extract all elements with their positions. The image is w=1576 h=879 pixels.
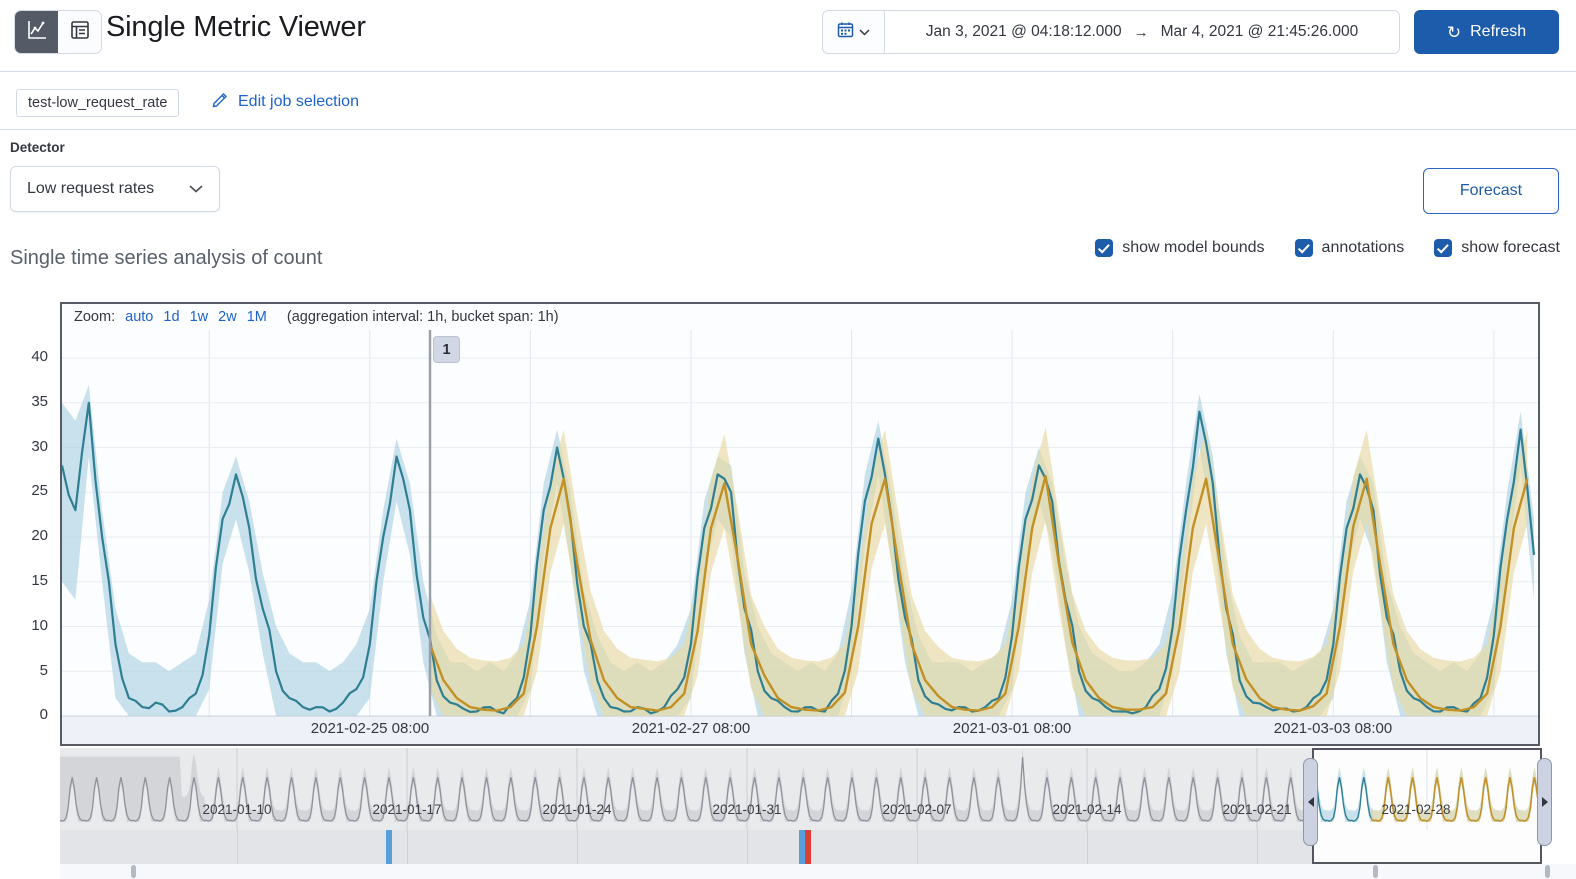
date-range-field: Jan 3, 2021 @ 04:18:12.000 → Mar 4, 2021… xyxy=(884,10,1400,54)
zoom-link-1d[interactable]: 1d xyxy=(163,309,180,325)
option-show-forecast: show forecast xyxy=(1434,239,1560,257)
job-bar-divider xyxy=(0,129,1576,130)
annotations-checkbox[interactable] xyxy=(1294,239,1313,257)
show-model-bounds-checkbox[interactable] xyxy=(1095,239,1114,257)
y-tick-label: 10 xyxy=(31,617,48,634)
y-tick-label: 25 xyxy=(31,482,48,499)
brush-handle-pill[interactable] xyxy=(131,865,136,878)
detector-label: Detector xyxy=(10,140,65,155)
zoom-link-auto[interactable]: auto xyxy=(125,309,154,325)
x-tick-label: 2021-03-01 08:00 xyxy=(952,720,1072,737)
job-id-badge[interactable]: test-low_request_rate xyxy=(16,89,180,117)
refresh-icon: ↻ xyxy=(1446,22,1462,42)
detector-select[interactable]: Low request rates xyxy=(10,166,220,212)
zoom-label: Zoom: xyxy=(74,309,116,325)
edit-job-selection-link[interactable]: Edit job selection xyxy=(212,91,359,113)
section-title: Single time series analysis of count xyxy=(10,247,323,269)
y-tick-label: 20 xyxy=(31,527,48,544)
swimlane-gridline xyxy=(1087,830,1088,864)
brush-left-handle[interactable] xyxy=(1303,758,1318,846)
zoom-link-1w[interactable]: 1w xyxy=(189,309,209,325)
date-quick-select-button[interactable] xyxy=(822,10,884,54)
arrow-left-icon xyxy=(1307,797,1314,807)
zoom-link-1M[interactable]: 1M xyxy=(246,309,267,325)
range-arrow-icon: → xyxy=(1133,23,1149,41)
header-divider xyxy=(0,71,1576,72)
chart-options: show model bounds annotations show forec… xyxy=(1095,239,1560,257)
table-icon xyxy=(69,19,91,46)
x-tick-label: 2021-02-27 08:00 xyxy=(631,720,751,737)
chevron-down-icon xyxy=(189,180,203,198)
context-overview-chart[interactable] xyxy=(60,748,1540,830)
swimlane-gridline xyxy=(577,830,578,864)
anomaly-cell-warning[interactable] xyxy=(799,830,805,864)
option-show-model-bounds: show model bounds xyxy=(1095,239,1265,257)
y-tick-label: 30 xyxy=(31,438,48,455)
y-tick-label: 15 xyxy=(31,572,48,589)
y-tick-label: 0 xyxy=(39,706,48,723)
zoom-controls: Zoom: auto 1d 1w 2w 1M (aggregation inte… xyxy=(74,309,559,325)
page-title: Single Metric Viewer xyxy=(106,11,366,43)
swimlane-gridline xyxy=(1257,830,1258,864)
calendar-icon xyxy=(837,21,854,43)
x-axis-band xyxy=(62,716,1538,744)
end-date[interactable]: Mar 4, 2021 @ 21:45:26.000 xyxy=(1160,23,1359,40)
y-tick-label: 5 xyxy=(39,662,48,679)
forecast-button[interactable]: Forecast xyxy=(1423,168,1559,214)
swimlane-footer xyxy=(60,864,1576,879)
zoom-link-2w[interactable]: 2w xyxy=(218,309,237,325)
chart-view-button[interactable] xyxy=(15,11,58,53)
chevron-down-icon xyxy=(859,23,870,41)
start-date[interactable]: Jan 3, 2021 @ 04:18:12.000 xyxy=(925,23,1122,40)
option-annotations: annotations xyxy=(1294,239,1404,257)
view-toggle-group xyxy=(14,10,102,54)
time-range-picker: Jan 3, 2021 @ 04:18:12.000 → Mar 4, 2021… xyxy=(822,10,1400,54)
swimlane-gridline xyxy=(237,830,238,864)
y-tick-label: 40 xyxy=(31,348,48,365)
swimlane-gridline xyxy=(747,830,748,864)
timeseries-plot[interactable] xyxy=(62,330,1538,716)
x-tick-label: 2021-02-25 08:00 xyxy=(310,720,430,737)
y-tick-label: 35 xyxy=(31,393,48,410)
brush-handle-pill[interactable] xyxy=(1373,865,1378,878)
swimlane-gridline xyxy=(917,830,918,864)
swimlane-selection xyxy=(1312,830,1540,864)
anomaly-swimlane[interactable] xyxy=(60,830,1540,864)
arrow-right-icon xyxy=(1541,797,1548,807)
x-tick-label: 2021-03-03 08:00 xyxy=(1273,720,1393,737)
anomaly-cell-warning[interactable] xyxy=(386,830,392,864)
aggregation-info: (aggregation interval: 1h, bucket span: … xyxy=(286,309,559,325)
anomaly-cell-critical[interactable] xyxy=(805,830,811,864)
table-view-button[interactable] xyxy=(58,11,101,53)
line-chart-icon xyxy=(26,19,48,46)
swimlane-gridline xyxy=(407,830,408,864)
pencil-icon xyxy=(212,91,229,113)
show-forecast-checkbox[interactable] xyxy=(1434,239,1453,257)
annotation-badge[interactable]: 1 xyxy=(433,336,460,363)
brush-handle-pill[interactable] xyxy=(1545,865,1550,878)
refresh-button[interactable]: ↻ Refresh xyxy=(1414,10,1559,54)
brush-right-handle[interactable] xyxy=(1537,758,1552,846)
timeseries-chart[interactable]: Zoom: auto 1d 1w 2w 1M (aggregation inte… xyxy=(60,302,1540,746)
